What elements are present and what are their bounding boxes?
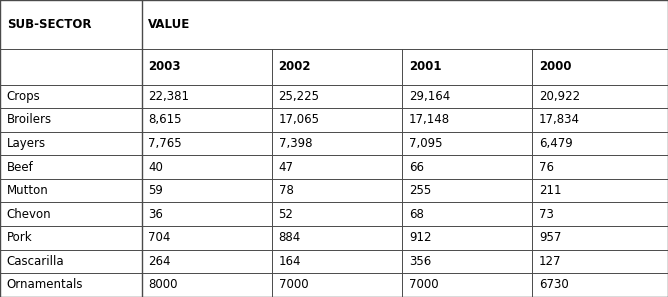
Text: VALUE: VALUE [148,18,190,31]
Text: 7,765: 7,765 [148,137,182,150]
Text: 255: 255 [409,184,431,197]
Text: Pork: Pork [7,231,32,244]
Text: Broilers: Broilers [7,113,52,127]
Text: 73: 73 [539,208,554,221]
Text: 2000: 2000 [539,60,572,73]
Text: 6730: 6730 [539,278,569,291]
Text: 8000: 8000 [148,278,178,291]
Text: 29,164: 29,164 [409,90,450,103]
Text: SUB-SECTOR: SUB-SECTOR [7,18,91,31]
Text: 76: 76 [539,161,554,173]
Text: 884: 884 [279,231,301,244]
Text: 2001: 2001 [409,60,442,73]
Text: Beef: Beef [7,161,33,173]
Text: 164: 164 [279,255,301,268]
Text: 66: 66 [409,161,424,173]
Text: 36: 36 [148,208,163,221]
Text: 25,225: 25,225 [279,90,319,103]
Text: Mutton: Mutton [7,184,49,197]
Text: 2003: 2003 [148,60,181,73]
Text: 7000: 7000 [279,278,308,291]
Text: 22,381: 22,381 [148,90,189,103]
Text: 211: 211 [539,184,562,197]
Text: 52: 52 [279,208,293,221]
Text: 17,065: 17,065 [279,113,319,127]
Text: 17,148: 17,148 [409,113,450,127]
Text: Cascarilla: Cascarilla [7,255,64,268]
Text: 127: 127 [539,255,562,268]
Text: 40: 40 [148,161,163,173]
Text: 7,095: 7,095 [409,137,442,150]
Text: 17,834: 17,834 [539,113,580,127]
Text: 704: 704 [148,231,170,244]
Text: 356: 356 [409,255,431,268]
Text: 957: 957 [539,231,561,244]
Text: 78: 78 [279,184,293,197]
Text: 7,398: 7,398 [279,137,312,150]
Text: 47: 47 [279,161,293,173]
Text: 68: 68 [409,208,424,221]
Text: 264: 264 [148,255,171,268]
Text: Ornamentals: Ornamentals [7,278,84,291]
Text: 59: 59 [148,184,163,197]
Text: 7000: 7000 [409,278,438,291]
Text: 912: 912 [409,231,432,244]
Text: Crops: Crops [7,90,41,103]
Text: 2002: 2002 [279,60,311,73]
Text: Layers: Layers [7,137,46,150]
Text: 6,479: 6,479 [539,137,573,150]
Text: 20,922: 20,922 [539,90,580,103]
Text: 8,615: 8,615 [148,113,182,127]
Text: Chevon: Chevon [7,208,51,221]
